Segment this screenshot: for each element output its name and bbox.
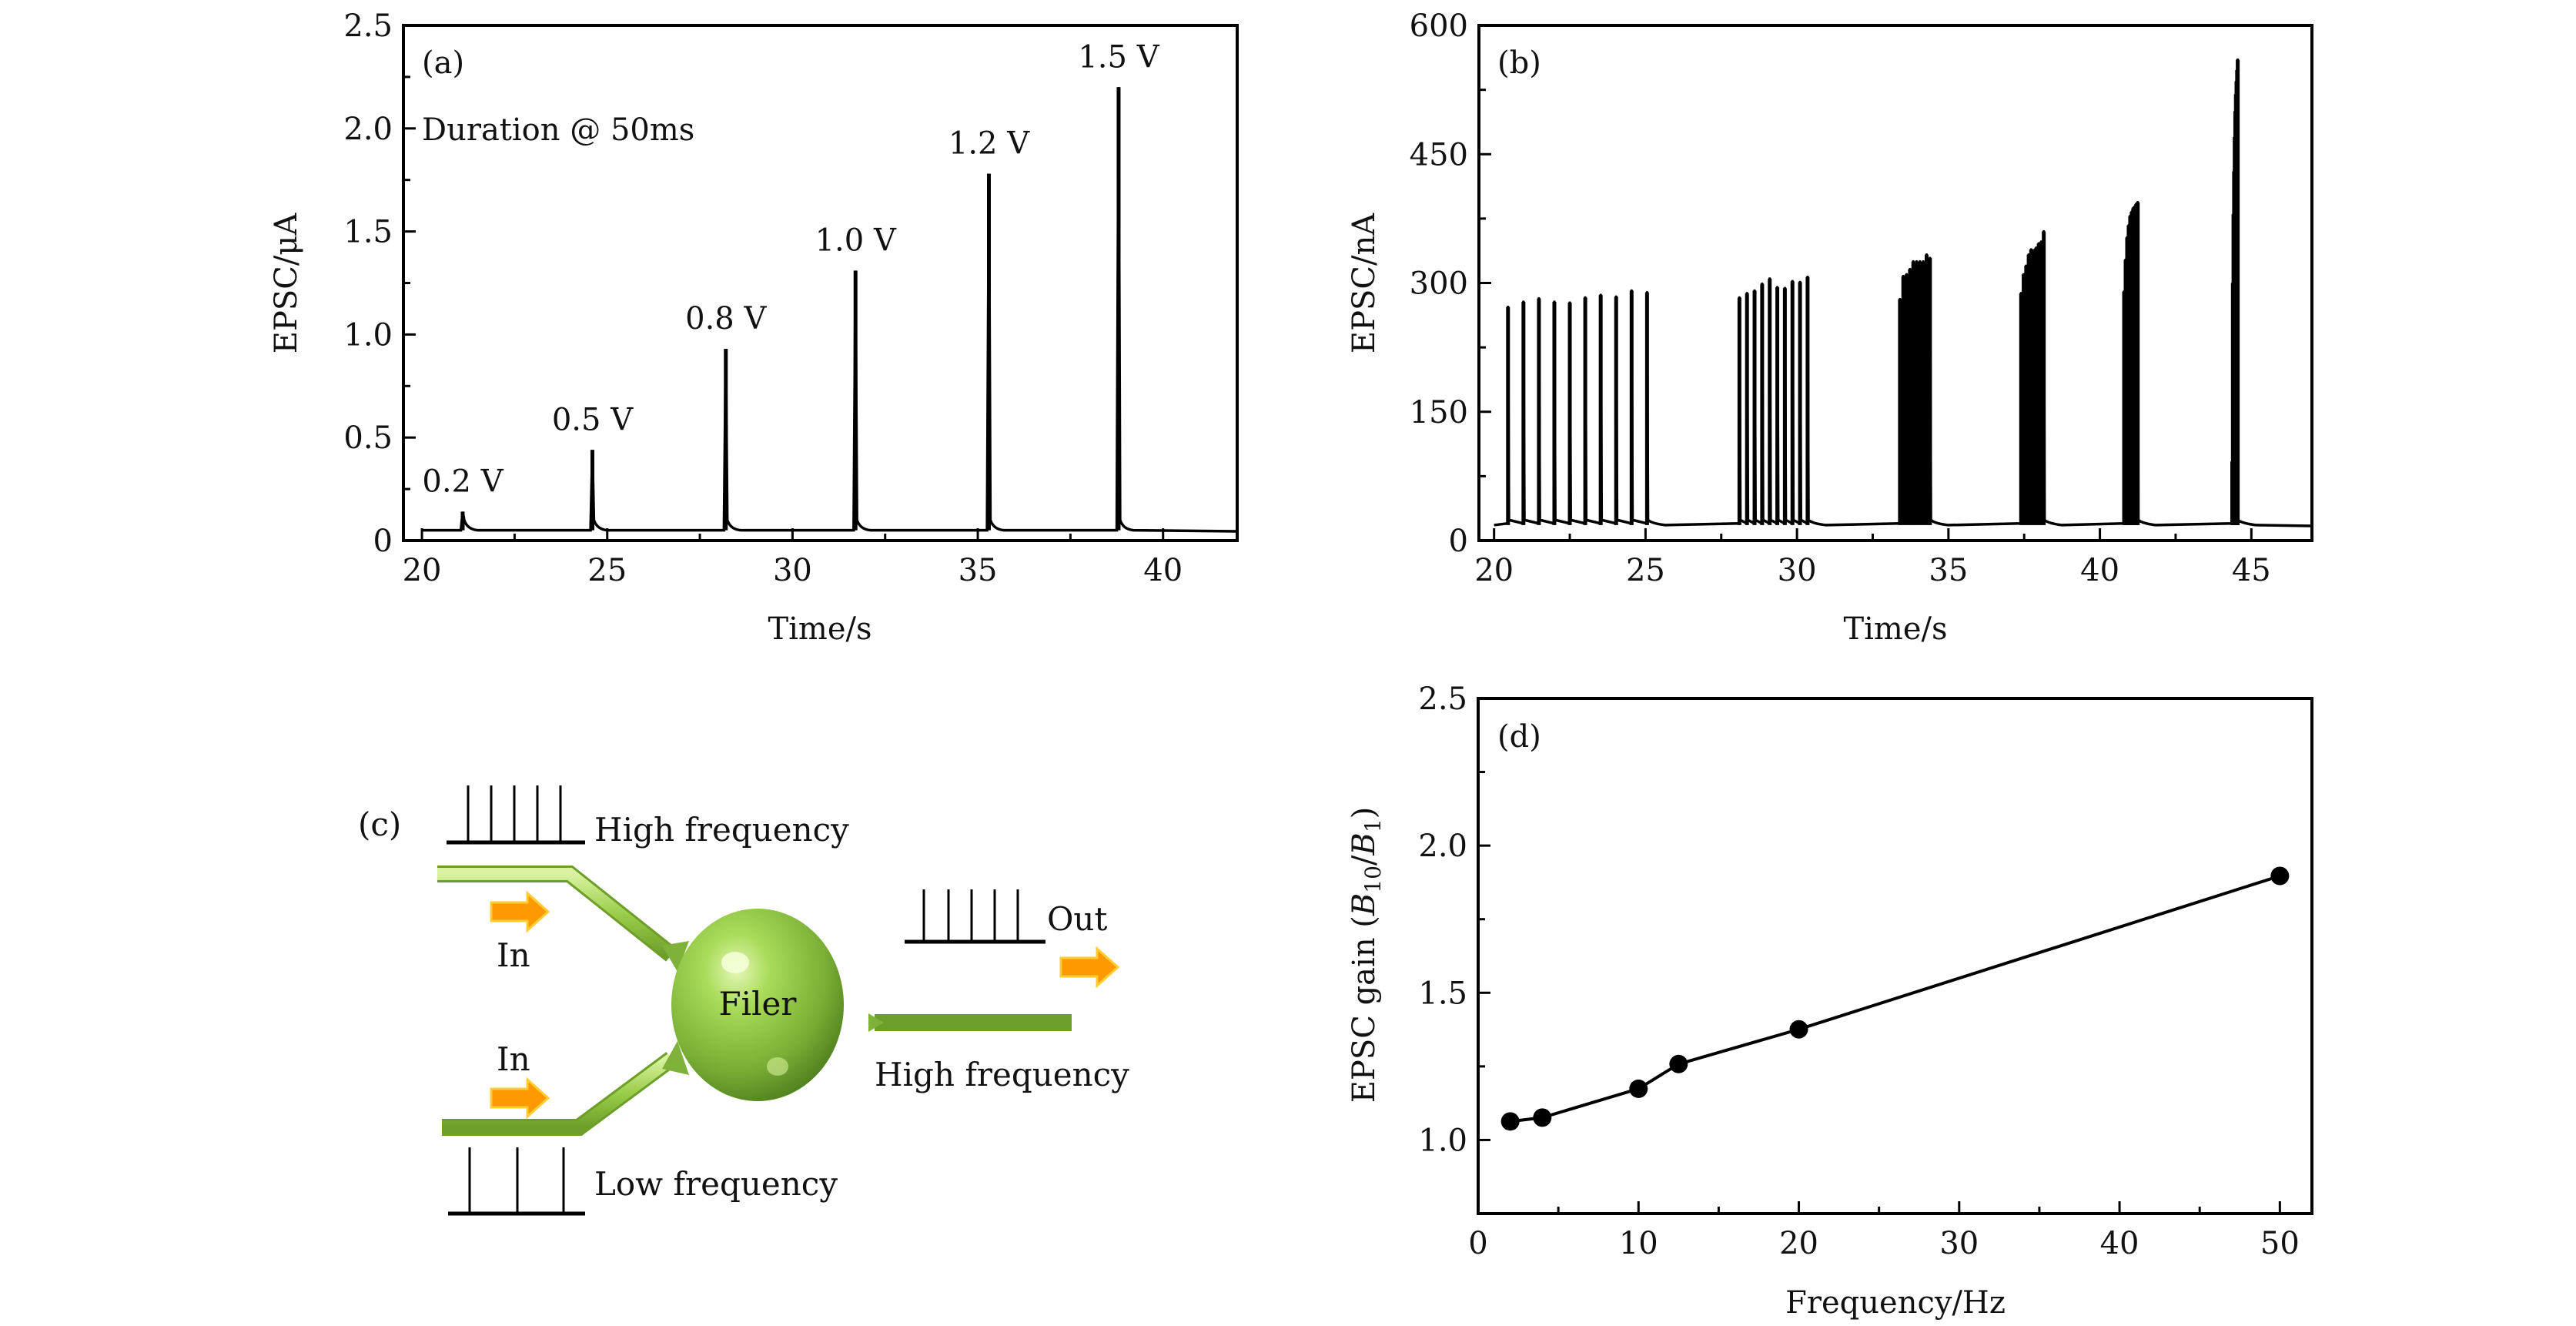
panel-b-ylabel: EPSC/nA [1347, 213, 1382, 353]
ylabel-slash: / [1347, 855, 1382, 866]
panel-a-pulse-labels: 0.2 V 0.5 V 0.8 V 1.0 V 1.2 V 1.5 V [422, 39, 1159, 499]
panel-d-frame [1477, 697, 2313, 1215]
data-point [1669, 1054, 1688, 1073]
low-frequency-input-train-icon [448, 1147, 585, 1216]
panel-a-frame [402, 24, 1239, 542]
ylabel-prefix: EPSC gain ( [1347, 916, 1382, 1103]
x-tick-label: 40 [2100, 1226, 2139, 1261]
y-tick-label: 2.5 [1418, 681, 1467, 717]
panel-b-xlabel: Time/s [1843, 611, 1947, 647]
panel-a-annotation: Duration @ 50ms [422, 112, 694, 148]
node-label: Filer [719, 985, 798, 1023]
panel-b-trace [1494, 58, 2313, 527]
x-tick-label: 30 [1778, 553, 1817, 588]
pulse-voltage-label: 0.5 V [552, 402, 634, 437]
ylabel-suffix: ) [1347, 807, 1382, 819]
x-tick-label: 0 [1468, 1226, 1487, 1261]
y-tick-label: 2.0 [1418, 829, 1467, 864]
panel-a-ylabel: EPSC/μA [269, 213, 304, 354]
panel-c-label: (c) [358, 805, 401, 843]
data-point [2270, 866, 2290, 886]
output-arrow-icon [1059, 946, 1120, 989]
x-tick-label: 35 [958, 553, 998, 588]
x-tick-label: 20 [1474, 553, 1514, 588]
x-tick-label: 25 [1626, 553, 1665, 588]
panel-a-ticks: 20 25 30 35 40 0 0.5 1.0 1.5 2.0 2.5 [343, 8, 1183, 588]
bottom-input-fiber [442, 1052, 677, 1136]
bottom-synapse-tip-icon [662, 1041, 689, 1075]
pulse-voltage-label: 1.5 V [1078, 39, 1159, 75]
y-tick-label: 450 [1410, 137, 1468, 172]
out-label: Out [1047, 900, 1107, 938]
epsc-trace-b [1494, 58, 2313, 527]
output-label: High frequency [875, 1056, 1129, 1093]
panel-d-ylabel: EPSC gain (B10/B1) [1347, 807, 1386, 1103]
in-label-bottom: In [497, 1040, 530, 1078]
gain-line [1510, 874, 2280, 1123]
input-arrow-bottom-icon [490, 1077, 550, 1120]
panel-b-frame [1477, 24, 2313, 542]
y-tick-label: 0 [1449, 524, 1468, 559]
y-tick-label: 1.5 [343, 215, 393, 250]
x-tick-label: 50 [2260, 1226, 2300, 1261]
high-frequency-input-train-icon [447, 785, 585, 845]
ylabel-b10: B [1347, 893, 1382, 916]
data-point [1533, 1108, 1552, 1127]
y-tick-label: 150 [1410, 395, 1468, 430]
y-tick-label: 0.5 [343, 420, 393, 456]
x-tick-label: 40 [2080, 553, 2119, 588]
filter-node [671, 909, 844, 1101]
panel-a-label: (a) [422, 45, 464, 81]
pulse-voltage-label: 0.2 V [422, 464, 503, 500]
panel-d-chart: 0 10 20 30 40 50 1.0 1.5 2.0 2.5 (d) Frequency/Hz… [1347, 681, 2313, 1321]
panel-c-diagram: (c) High frequency In Filer In [358, 785, 1129, 1216]
y-tick-label: 600 [1410, 8, 1468, 44]
ylabel-sub1: 1 [1360, 819, 1386, 832]
input-top-label: High frequency [594, 811, 849, 849]
output-train-icon [905, 889, 1045, 944]
y-tick-label: 1.0 [1418, 1123, 1467, 1158]
data-point [1789, 1020, 1808, 1039]
pulse-voltage-label: 1.0 V [815, 223, 897, 258]
top-synapse-tip-icon [662, 941, 689, 972]
x-tick-label: 45 [2232, 553, 2271, 588]
panel-d-xlabel: Frequency/Hz [1785, 1285, 2006, 1321]
x-tick-label: 30 [1939, 1226, 1979, 1261]
panel-a-chart: 20 25 30 35 40 0 0.5 1.0 1.5 2.0 2.5 (a) Duration … [269, 8, 1239, 647]
x-tick-label: 35 [1929, 553, 1968, 588]
x-tick-label: 30 [773, 553, 812, 588]
y-tick-label: 1.0 [343, 317, 393, 353]
panel-d-label: (d) [1497, 719, 1541, 755]
panel-d-plot [1500, 866, 2290, 1131]
y-tick-label: 2.0 [343, 112, 393, 147]
data-point [1500, 1112, 1520, 1131]
x-tick-label: 20 [1779, 1226, 1818, 1261]
pulse-voltage-label: 0.8 V [685, 301, 767, 337]
data-point [1629, 1079, 1648, 1098]
in-label-top: In [497, 936, 530, 974]
y-tick-label: 0 [373, 524, 393, 559]
output-synapse-tip-icon [868, 1013, 884, 1032]
x-tick-label: 40 [1143, 553, 1183, 588]
x-tick-label: 20 [403, 553, 442, 588]
ylabel-sub10: 10 [1360, 866, 1386, 893]
x-tick-label: 25 [587, 553, 627, 588]
panel-d-ticks: 0 10 20 30 40 50 1.0 1.5 2.0 2.5 [1418, 681, 2299, 1261]
panel-b-label: (b) [1497, 45, 1541, 81]
y-tick-label: 1.5 [1418, 976, 1467, 1011]
panel-a-trace [422, 87, 1238, 533]
top-input-fiber [437, 866, 677, 962]
input-arrow-top-icon [490, 890, 550, 933]
ylabel-b1: B [1347, 832, 1382, 856]
input-bottom-label: Low frequency [594, 1165, 838, 1203]
panel-a-xlabel: Time/s [768, 611, 871, 647]
y-tick-label: 300 [1410, 266, 1468, 302]
y-tick-label: 2.5 [343, 8, 393, 44]
epsc-trace-a [422, 87, 1238, 533]
pulse-voltage-label: 1.2 V [948, 126, 1030, 162]
x-tick-label: 10 [1619, 1226, 1658, 1261]
